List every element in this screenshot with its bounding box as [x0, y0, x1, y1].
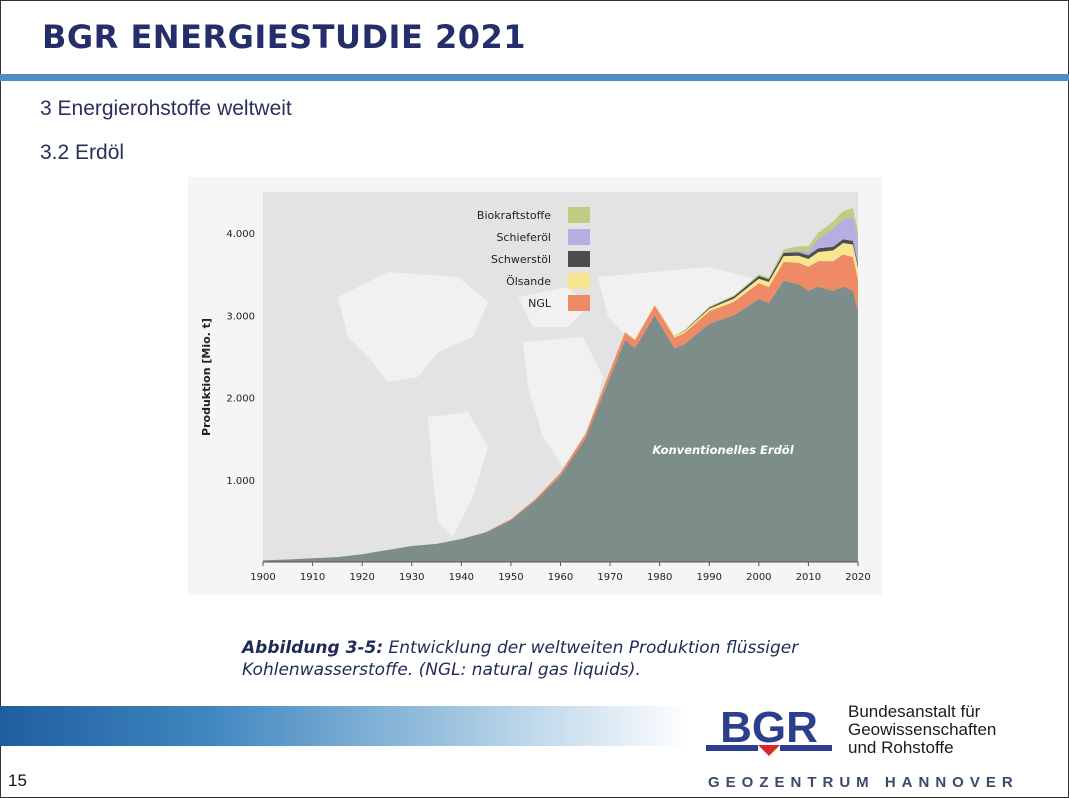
x-tick-label: 1930: [399, 572, 424, 583]
x-tick-label: 1960: [548, 572, 573, 583]
legend-swatch: [568, 251, 590, 267]
footer-gradient-band: [0, 706, 690, 746]
subsection-heading: 3.2 Erdöl: [40, 141, 125, 164]
legend-swatch: [568, 207, 590, 223]
x-tick-label: 1940: [449, 572, 474, 583]
legend-label: NGL: [528, 297, 552, 310]
caption-label: Abbildung 3-5:: [242, 638, 384, 658]
production-chart: 1.000 2.000 3.000 4.000 1900 1910 1920 1930 194…: [188, 177, 882, 595]
figure-caption: Abbildung 3-5: Entwicklung der weltweite…: [242, 637, 882, 681]
x-tick-label: 1910: [300, 572, 325, 583]
y-tick-label: 4.000: [226, 229, 255, 240]
caption-text: Entwicklung der weltweiten Produktion fl…: [242, 638, 799, 680]
legend-label: Schieferöl: [496, 231, 551, 244]
logo-text: BGR: [720, 706, 818, 752]
stacked-areas: [263, 208, 858, 562]
x-tick-label: 1990: [697, 572, 722, 583]
legend-swatch: [568, 273, 590, 289]
org-line-1: Bundesanstalt für: [848, 702, 981, 721]
page-number: 15: [8, 771, 27, 790]
geo-word-1: GEOZENTRUM: [708, 774, 875, 791]
y-axis-label: Produktion [Mio. t]: [200, 318, 213, 436]
x-axis: 1900 1910 1920 1930 1940 1950 1960 1970 1980 1990…: [250, 561, 871, 583]
x-tick-label: 1980: [647, 572, 672, 583]
x-tick-label: 2020: [845, 572, 870, 583]
legend-swatch: [568, 295, 590, 311]
area-konventionelles-erd-l: [263, 280, 858, 562]
series-annotation: Konventionelles Erdöl: [652, 443, 794, 457]
y-tick-label: 1.000: [226, 476, 255, 487]
section-heading: 3 Energierohstoffe weltweit: [40, 97, 292, 120]
bgr-logo: BGR: [706, 706, 832, 756]
area-schiefer-l: [263, 217, 858, 561]
org-line-3: und Rohstoffe: [848, 738, 954, 757]
geozentrum-hannover: GEOZENTRUM HANNOVER: [708, 774, 1019, 791]
x-tick-label: 2010: [796, 572, 821, 583]
legend-label: Biokraftstoffe: [477, 209, 551, 222]
title-underline-bar: [0, 74, 1069, 81]
legend-swatch: [568, 229, 590, 245]
y-tick-label: 3.000: [226, 311, 255, 322]
chart-legend: Biokraftstoffe Schieferöl Schwerstöl Ölsand…: [477, 207, 590, 311]
y-tick-label: 2.000: [226, 394, 255, 405]
y-axis: 1.000 2.000 3.000 4.000: [226, 229, 255, 487]
x-tick-label: 1950: [498, 572, 523, 583]
x-tick-label: 2000: [746, 572, 771, 583]
x-tick-label: 1970: [597, 572, 622, 583]
organization-name: Bundesanstalt für Geowissenschaften und …: [848, 703, 996, 757]
slide-title: BGR ENERGIESTUDIE 2021: [42, 18, 526, 56]
legend-label: Ölsande: [506, 275, 551, 288]
geo-word-2: HANNOVER: [884, 774, 1019, 791]
org-line-2: Geowissenschaften: [848, 720, 997, 739]
x-tick-label: 1920: [349, 572, 374, 583]
x-tick-label: 1900: [250, 572, 275, 583]
chart-svg: 1.000 2.000 3.000 4.000 1900 1910 1920 1930 194…: [188, 177, 882, 595]
legend-label: Schwerstöl: [491, 253, 551, 266]
